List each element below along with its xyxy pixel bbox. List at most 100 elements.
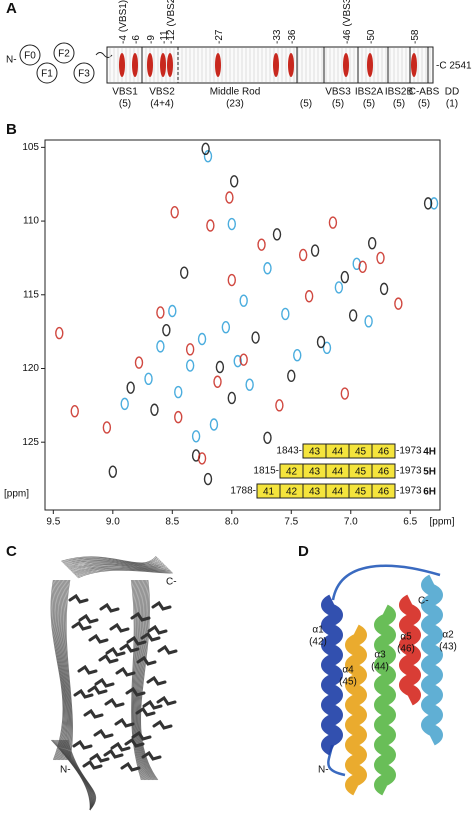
helix-number: (45): [339, 677, 357, 688]
domain-label: F0: [24, 51, 36, 62]
sidechain: [157, 644, 178, 655]
helix: [399, 594, 421, 706]
n-term: N-: [60, 765, 71, 776]
site-label: -50: [366, 29, 377, 44]
sidechain: [142, 699, 163, 710]
helix-number: 46: [378, 447, 390, 458]
nmr-peak: [197, 452, 207, 465]
sidechain: [125, 686, 146, 697]
nmr-peak: [367, 236, 377, 250]
nmr-peak: [70, 405, 79, 418]
site-label: -9: [146, 35, 157, 44]
domain-circle: [36, 62, 58, 84]
y-tick-label: 110: [23, 216, 39, 227]
vbs-site: [167, 53, 173, 77]
sidechain: [83, 708, 104, 719]
y-tick-label: 125: [22, 437, 39, 448]
nmr-peak: [162, 323, 171, 337]
backbone: [54, 559, 161, 811]
nmr-peak: [328, 216, 338, 229]
site-number: -33: [272, 29, 283, 44]
nmr-peak: [310, 244, 320, 257]
sidechain: [156, 695, 177, 706]
vbs-site: [273, 53, 279, 77]
helix-name: α4: [342, 665, 354, 676]
vbs-site: [119, 53, 125, 77]
nmr-peak: [340, 387, 350, 400]
helix-number: 46: [378, 467, 390, 478]
helix: [345, 624, 367, 796]
sidechain: [88, 633, 109, 644]
site-number: -11: [159, 30, 170, 44]
helix-name: α1: [312, 625, 324, 636]
helix-number: 43: [309, 487, 321, 498]
site-number: -46: [342, 29, 353, 44]
loop: [331, 564, 441, 601]
sidechain: [140, 631, 161, 642]
site-number: -6: [131, 35, 142, 44]
vbs-site: [132, 53, 138, 77]
nmr-peak: [197, 332, 207, 346]
backbone: [64, 568, 172, 811]
helix-box: [371, 463, 396, 479]
vbs-site: [288, 53, 294, 77]
region-name: IBS2A: [355, 87, 384, 98]
helix-number: 45: [355, 447, 367, 458]
site-label: -12 (VBS2): [166, 0, 177, 44]
domain-circle: [53, 42, 75, 64]
site-number: -36: [287, 29, 298, 44]
backbone: [58, 563, 165, 811]
nmr-peak: [348, 309, 358, 322]
region-count: (5): [393, 99, 405, 110]
site-number: -58: [410, 29, 421, 44]
helix-name: α5: [400, 632, 412, 643]
region-count: (1): [446, 99, 458, 110]
x-tick-label: 8.5: [165, 517, 179, 528]
nmr-peak: [263, 431, 272, 444]
vbs-site: [215, 53, 221, 77]
sidechain: [68, 593, 89, 604]
region-count: (23): [226, 99, 244, 110]
helix-number: 46: [378, 487, 390, 498]
construct-start: 1815-: [253, 466, 279, 477]
region-name: VBS1: [112, 87, 138, 98]
nmr-peak: [203, 150, 213, 163]
y-tick-label: 115: [23, 289, 39, 300]
sidechain: [87, 684, 108, 695]
backbone: [55, 560, 162, 811]
nmr-peak: [215, 360, 225, 374]
region-name: C-ABS: [409, 87, 440, 98]
nmr-peak: [316, 335, 326, 349]
panel-label: B: [6, 121, 17, 138]
nmr-peak: [108, 465, 118, 478]
x-tick-label: 6.5: [403, 517, 417, 528]
backbone: [50, 556, 157, 811]
sidechain: [151, 600, 172, 611]
vbs-site: [160, 53, 166, 77]
helix-number: (42): [309, 637, 327, 648]
region-name: DD: [445, 87, 459, 98]
nmr-peak: [229, 175, 239, 188]
construct-end: -1973: [396, 486, 422, 497]
x-tick-label: 7.0: [344, 517, 358, 528]
nmr-peak: [213, 375, 222, 388]
nmr-peak: [281, 307, 290, 321]
sidechain: [98, 653, 119, 664]
sidechain: [105, 646, 126, 657]
nmr-peak: [144, 372, 153, 386]
nmr-peak: [304, 290, 314, 303]
nmr-peak: [275, 399, 284, 412]
helix-number: 44: [332, 447, 344, 458]
sidechain: [120, 761, 141, 772]
site-number: -50: [366, 29, 377, 44]
sidechain: [152, 719, 173, 730]
panel-label: C: [6, 543, 17, 560]
nmr-peak: [245, 378, 254, 391]
nmr-peak: [227, 273, 236, 287]
nmr-peak: [225, 191, 234, 204]
domain-label: F1: [41, 69, 53, 80]
sidechain: [82, 759, 103, 770]
backbone: [65, 569, 173, 811]
sidechain: [146, 675, 167, 686]
